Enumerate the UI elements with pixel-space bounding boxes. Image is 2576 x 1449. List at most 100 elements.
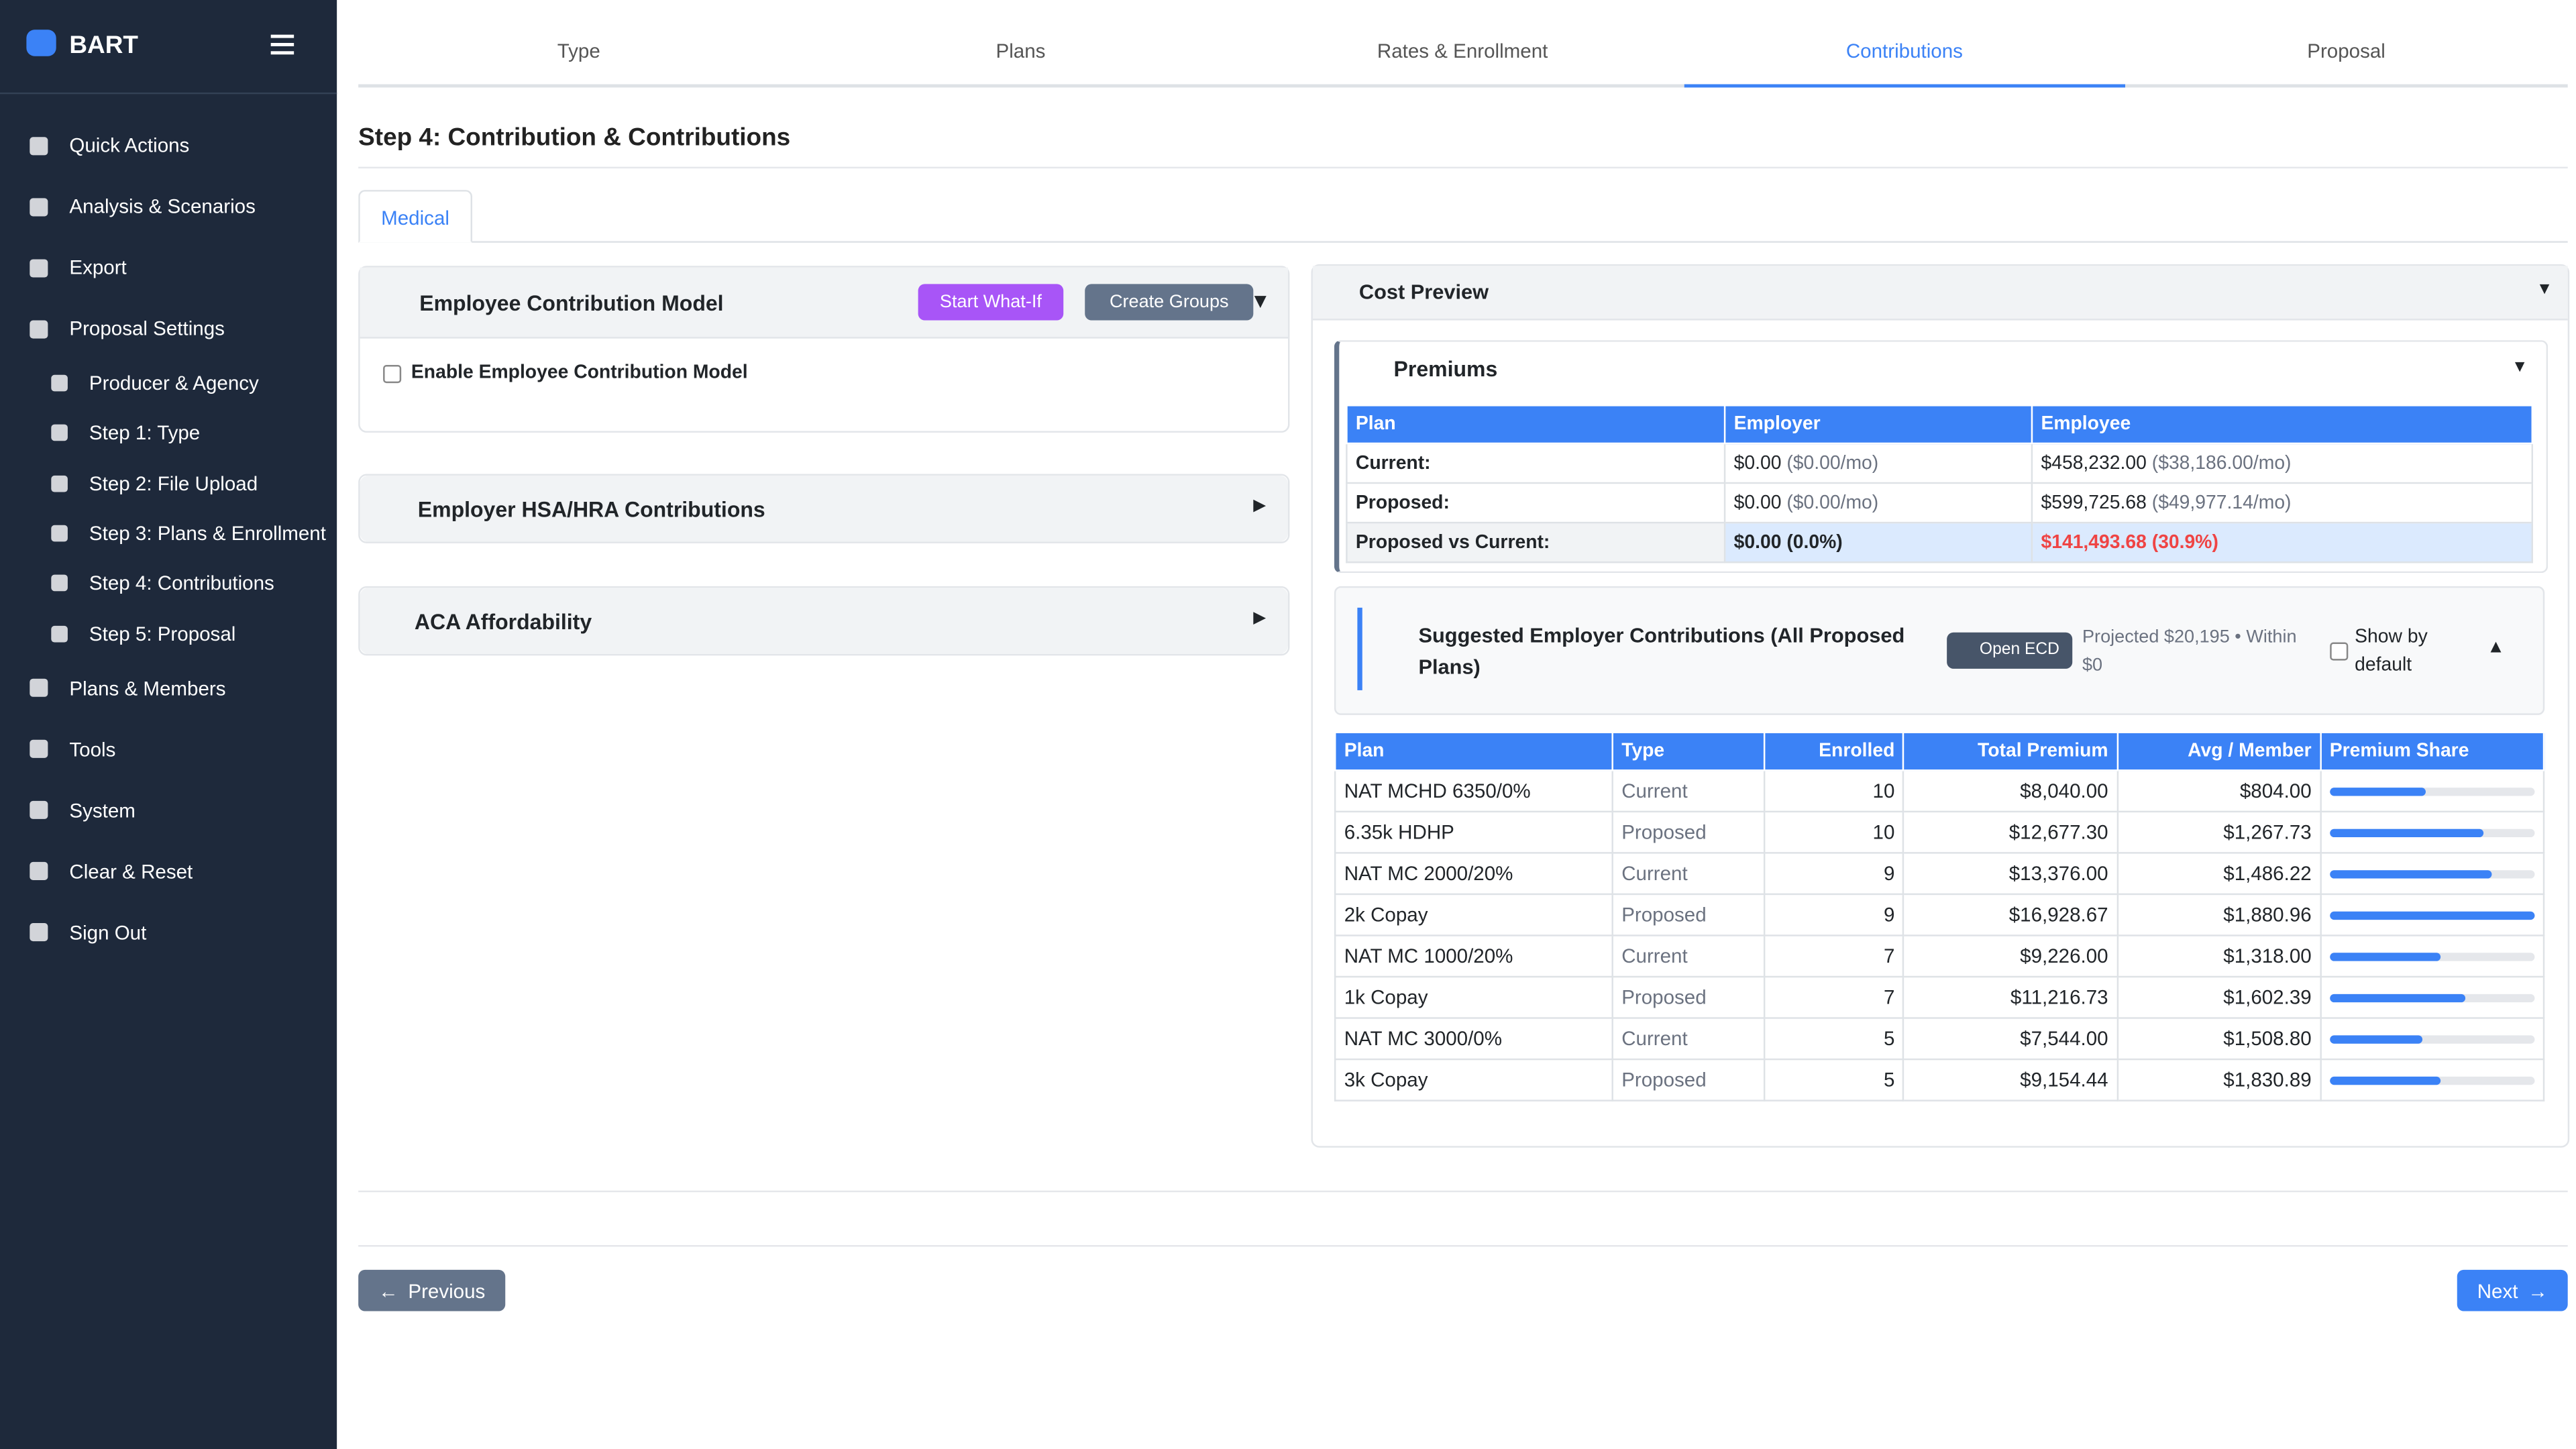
row: Proposed: $0.00 ($0.00/mo) $599,725.68 ($4… xyxy=(1346,482,2533,524)
tab[interactable]: Contributions xyxy=(1845,40,1963,63)
tab[interactable]: Plans xyxy=(996,40,1046,63)
previous-button[interactable]: ← Previous xyxy=(358,1269,506,1311)
nav-label: Analysis & Scenarios xyxy=(69,195,256,218)
share-bar xyxy=(2329,993,2465,1002)
cell: Proposed xyxy=(1611,893,1765,936)
nav-subitem[interactable]: Step 1: Type xyxy=(51,421,200,445)
header-row: Plan Employer Employee xyxy=(1346,405,2533,445)
collapse-icon[interactable]: ▲ xyxy=(2487,637,2505,657)
menu-toggle[interactable] xyxy=(270,34,294,38)
row: NAT MC 1000/20% Current 7 $9,226.00 $1,318.0… xyxy=(1334,934,2545,978)
share-track xyxy=(2329,993,2535,1002)
checkbox-label: Show by default xyxy=(2355,627,2428,676)
nav-item[interactable]: Clear & Reset xyxy=(30,860,193,883)
share-track xyxy=(2329,869,2535,878)
cell: $1,486.22 xyxy=(2116,852,2322,896)
cell: Proposed xyxy=(1611,810,1765,854)
share-cell xyxy=(2319,975,2545,1019)
header-cell: Premium Share xyxy=(2319,731,2545,771)
what-if-button[interactable]: Start What-If xyxy=(918,284,1064,321)
nav-item[interactable]: Analysis & Scenarios xyxy=(30,195,256,218)
collapse-icon[interactable]: ▼ xyxy=(2536,280,2553,299)
cell: $1,318.00 xyxy=(2116,934,2322,978)
nav-subitem[interactable]: Step 4: Contributions xyxy=(51,572,274,595)
panel-title: ACA Affordability xyxy=(414,608,592,633)
nav-icon xyxy=(30,136,48,155)
cell: $1,602.39 xyxy=(2116,975,2322,1019)
monthly: ($0.00/mo) xyxy=(1786,492,1879,513)
cell: $1,267.73 xyxy=(2116,810,2322,854)
checkbox-label: Enable Employee Contribution Model xyxy=(411,363,748,384)
share-bar xyxy=(2329,1034,2422,1043)
nav-item[interactable]: Quick Actions xyxy=(30,133,189,157)
share-track xyxy=(2329,786,2535,796)
collapse-icon[interactable]: ▼ xyxy=(2511,358,2528,377)
subtab[interactable]: Medical xyxy=(358,190,472,243)
nav-subitem[interactable]: Producer & Agency xyxy=(51,371,259,395)
nav-icon xyxy=(51,425,68,441)
nav-item[interactable]: System xyxy=(30,799,136,822)
panel-header: Employee Contribution Model Start What-I… xyxy=(360,267,1288,339)
cell: 9 xyxy=(1762,893,1905,936)
header-cell: Plan xyxy=(1334,731,1613,771)
cell: NAT MCHD 6350/0% xyxy=(1334,769,1613,813)
tab[interactable]: Rates & Enrollment xyxy=(1377,40,1548,63)
collapse-icon[interactable]: ▾ xyxy=(1254,287,1266,313)
nav-label: Step 2: File Upload xyxy=(89,471,258,495)
nav-label: System xyxy=(69,798,136,822)
row-label: Current: xyxy=(1346,442,1726,484)
nav-subitem[interactable]: Step 3: Plans & Enrollment xyxy=(51,522,326,545)
employee-cell: $599,725.68 ($49,977.14/mo) xyxy=(2031,482,2533,524)
cell: NAT MC 1000/20% xyxy=(1334,934,1613,978)
expand-icon[interactable]: ▶ xyxy=(1253,609,1267,628)
expand-icon[interactable]: ▶ xyxy=(1253,496,1267,515)
cell: NAT MC 3000/0% xyxy=(1334,1017,1613,1061)
nav-item[interactable]: Plans & Members xyxy=(30,677,225,700)
nav-icon xyxy=(51,474,68,492)
divider xyxy=(358,166,2568,169)
cell: Proposed xyxy=(1611,1058,1765,1102)
cell: $13,376.00 xyxy=(1902,852,2118,896)
nav-item[interactable]: Tools xyxy=(30,738,115,761)
checkbox[interactable] xyxy=(2330,642,2349,661)
nav-item[interactable]: Sign Out xyxy=(30,921,146,944)
nav-item[interactable]: Proposal Settings xyxy=(30,317,225,340)
row-label: Proposed: xyxy=(1346,482,1726,524)
next-button[interactable]: Next → xyxy=(2457,1269,2568,1311)
checkbox[interactable] xyxy=(383,364,402,384)
divider xyxy=(358,1190,2568,1193)
plans-table: Plan Type Enrolled Total Premium Avg / Membe… xyxy=(1334,731,2545,1102)
aca-panel[interactable]: ACA Affordability ▶ xyxy=(358,586,1290,656)
nav-label: Export xyxy=(69,256,127,279)
cell: $12,677.30 xyxy=(1902,810,2118,854)
panel-title: Cost Preview xyxy=(1358,280,1489,304)
share-track xyxy=(2329,828,2535,837)
open-ecd-button[interactable]: Open ECD xyxy=(1947,632,2073,669)
nav-subitem[interactable]: Step 2: File Upload xyxy=(51,472,258,494)
panel-header: Employer HSA/HRA Contributions xyxy=(360,475,1288,542)
cell: Current xyxy=(1611,934,1765,978)
share-cell xyxy=(2319,852,2545,896)
share-track xyxy=(2329,1034,2535,1043)
nav-icon xyxy=(30,862,48,881)
monthly: ($0.00/mo) xyxy=(1786,453,1879,474)
share-cell xyxy=(2319,1017,2545,1061)
share-bar xyxy=(2329,869,2492,878)
cell: $804.00 xyxy=(2116,769,2322,813)
nav-icon xyxy=(51,525,68,542)
cell: 7 xyxy=(1762,975,1905,1019)
hsa-panel[interactable]: Employer HSA/HRA Contributions ▶ xyxy=(358,474,1290,543)
nav-item[interactable]: Export xyxy=(30,256,127,279)
amount: $0.00 xyxy=(1733,453,1782,474)
cell: 5 xyxy=(1762,1058,1905,1102)
panel-title: Employer HSA/HRA Contributions xyxy=(417,496,765,521)
nav-label: Producer & Agency xyxy=(89,371,259,395)
share-cell xyxy=(2319,893,2545,936)
create-groups-button[interactable]: Create Groups xyxy=(1085,284,1254,321)
tab[interactable]: Type xyxy=(557,40,600,63)
nav-subitem[interactable]: Step 5: Proposal xyxy=(51,622,235,645)
tab[interactable]: Proposal xyxy=(2307,40,2385,63)
nav-label: Plans & Members xyxy=(69,676,226,700)
nav-icon xyxy=(30,801,48,820)
